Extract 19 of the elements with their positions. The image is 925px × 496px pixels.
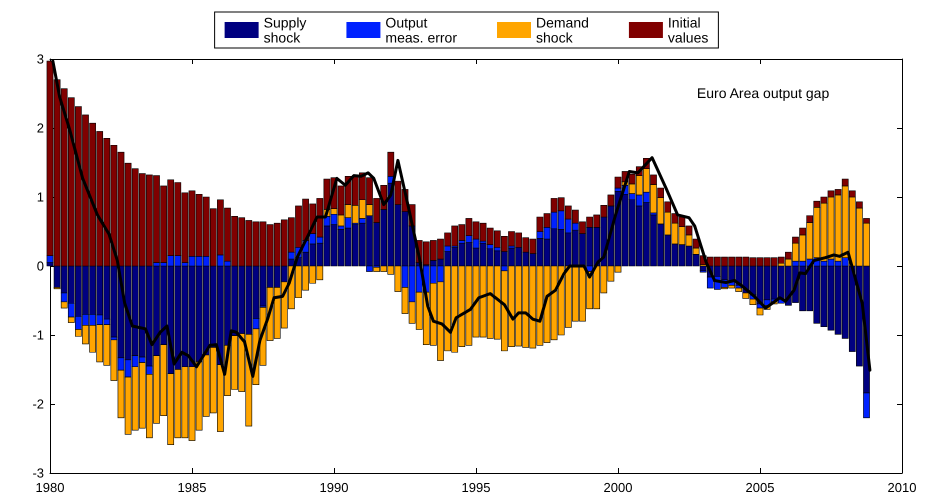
x-tick-label: 2000 [604,480,632,495]
x-tick-label: 1995 [462,480,490,495]
x-tick-label: 1985 [178,480,206,495]
legend-label: Supply shock [264,14,306,46]
y-tick-label: 3 [36,52,44,66]
legend-label: Initial values [668,14,708,46]
legend-label: Demand shock [536,14,589,46]
y-tick-label: 1 [36,190,44,204]
x-tick-label: 2005 [746,480,774,495]
x-tick-label: 1990 [320,480,348,495]
y-tick-label: 2 [36,120,44,136]
legend-label: Output meas. error [385,14,458,46]
y-tick-label: -2 [32,396,44,412]
y-tick-label: -3 [32,466,44,480]
x-tick-label: 1980 [36,480,64,495]
y-tick-label: 0 [36,258,44,274]
y-tick-label: -1 [32,328,44,342]
x-tick-label: 2010 [888,480,916,495]
annotation: Euro Area output gap [696,85,830,101]
